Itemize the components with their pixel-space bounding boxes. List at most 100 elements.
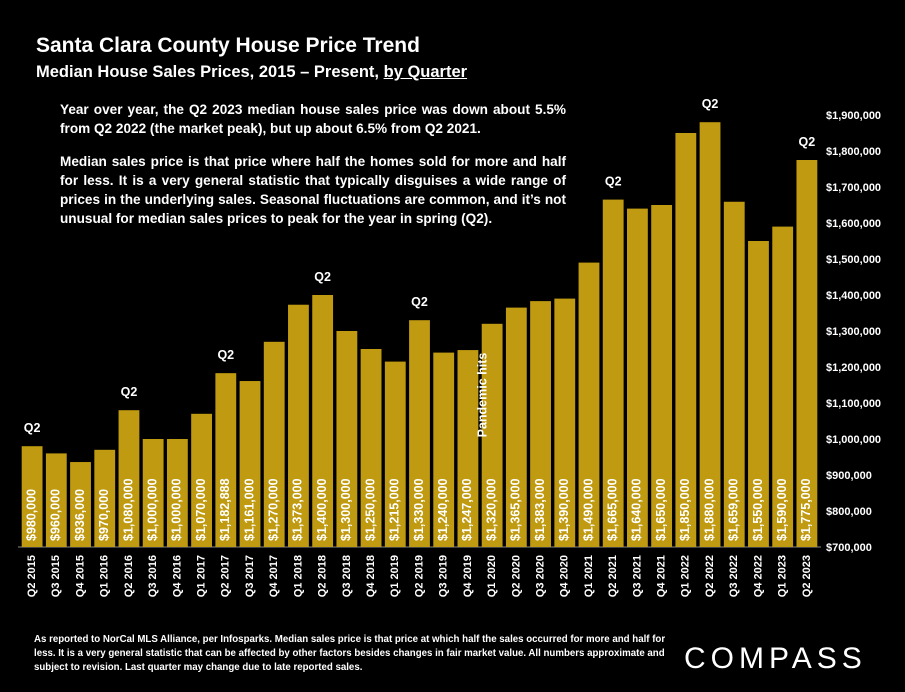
bar-value-label: $1,373,000 [291, 478, 305, 541]
subtitle-text: Median House Sales Prices, 2015 – Presen… [36, 63, 380, 81]
note-paragraph-2: Median sales price is that price where h… [60, 154, 566, 226]
x-tick-label: Q3 2020 [534, 555, 546, 597]
y-tick-label: $900,000 [826, 470, 872, 482]
bar-5 [142, 439, 164, 547]
x-tick-label: Q4 2019 [462, 555, 474, 597]
bar-value-label: $1,320,000 [484, 478, 498, 541]
bar-value-label: $960,000 [49, 489, 63, 541]
x-tick-label: Q4 2017 [268, 555, 280, 597]
bar-value-label: $980,000 [24, 489, 38, 541]
bar-value-label: $1,640,000 [630, 478, 644, 541]
x-tick-label: Q1 2016 [99, 555, 111, 597]
bar-value-label: $1,850,000 [678, 478, 692, 541]
bar-value-label: $1,330,000 [412, 478, 426, 541]
bar-4 [118, 410, 140, 547]
x-tick-label: Q1 2019 [389, 555, 401, 597]
x-tick-label: Q2 2016 [123, 555, 135, 597]
q2-marker: Q2 [314, 270, 331, 284]
x-tick-label: Q4 2015 [74, 555, 86, 597]
x-tick-label: Q1 2017 [195, 555, 207, 597]
bar-value-label: $1,000,000 [170, 478, 184, 541]
q2-marker: Q2 [24, 421, 41, 435]
y-tick-label: $1,400,000 [826, 290, 881, 302]
bar-27 [675, 133, 697, 547]
y-tick-label: $1,000,000 [826, 434, 881, 446]
y-tick-label: $1,300,000 [826, 326, 881, 338]
bar-13 [336, 331, 358, 547]
y-tick-label: $700,000 [826, 542, 872, 554]
y-tick-label: $1,900,000 [826, 110, 881, 122]
x-tick-label: Q2 2019 [413, 555, 425, 597]
bar-2 [70, 462, 91, 547]
bar-15 [384, 361, 406, 547]
q2-marker: Q2 [799, 135, 816, 149]
bar-value-label: $1,365,000 [509, 478, 523, 541]
subtitle-link[interactable]: by Quarter [383, 63, 468, 81]
bar-value-label: $1,400,000 [315, 478, 329, 541]
bar-29 [723, 201, 745, 547]
bar-value-label: $970,000 [97, 489, 111, 541]
bar-value-label: $1,080,000 [121, 478, 135, 541]
bar-value-label: $1,000,000 [145, 478, 159, 541]
bar-value-label: $1,270,000 [267, 478, 281, 541]
bar-9 [239, 381, 261, 547]
bar-value-label: $1,250,000 [363, 478, 377, 541]
q2-marker: Q2 [411, 295, 428, 309]
bar-value-label: $1,240,000 [436, 478, 450, 541]
x-tick-label: Q1 2021 [583, 555, 595, 597]
chart-subtitle: Median House Sales Prices, 2015 – Presen… [36, 63, 467, 82]
bar-18 [457, 350, 479, 547]
bar-21 [530, 301, 551, 547]
compass-logo: COMPASS [684, 642, 867, 675]
x-tick-label: Q1 2022 [680, 555, 692, 597]
y-tick-label: $1,800,000 [826, 146, 881, 158]
q2-marker: Q2 [121, 385, 138, 399]
bar-value-label: $1,880,000 [702, 478, 716, 541]
note-box: Year over year, the Q2 2023 median house… [50, 100, 570, 232]
x-tick-label: Q1 2020 [486, 555, 498, 597]
bar-12 [312, 295, 334, 547]
bar-17 [433, 352, 455, 547]
bar-23 [578, 262, 600, 547]
bar-32 [796, 160, 818, 547]
bar-16 [409, 320, 430, 547]
bar-6 [166, 439, 188, 547]
y-tick-label: $1,500,000 [826, 254, 881, 266]
bar-value-label: $1,215,000 [388, 478, 402, 541]
bar-value-label: $1,383,000 [533, 478, 547, 541]
x-tick-label: Q2 2022 [704, 555, 716, 597]
bar-7 [191, 413, 213, 547]
bar-30 [748, 241, 769, 547]
x-tick-label: Q2 2018 [317, 555, 329, 597]
y-tick-label: $1,100,000 [826, 398, 881, 410]
x-tick-label: Q4 2020 [559, 555, 571, 597]
footer-note: As reported to NorCal MLS Alliance, per … [34, 634, 666, 673]
bar-value-label: $1,247,000 [460, 478, 474, 541]
bar-10 [263, 341, 285, 547]
bar-3 [94, 449, 116, 547]
bar-value-label: $1,590,000 [775, 478, 789, 541]
x-tick-label: Q2 2015 [26, 555, 38, 597]
x-tick-label: Q3 2018 [341, 555, 353, 597]
pandemic-annotation: Pandemic hits [475, 353, 489, 438]
x-tick-label: Q1 2023 [777, 555, 789, 597]
bar-0 [21, 446, 43, 547]
bar-value-label: $1,182,888 [218, 478, 232, 541]
x-tick-label: Q4 2016 [171, 555, 183, 597]
bar-value-label: $1,490,000 [581, 478, 595, 541]
bar-value-label: $1,161,000 [242, 478, 256, 541]
bar-value-label: $1,390,000 [557, 478, 571, 541]
bar-value-label: $1,650,000 [654, 478, 668, 541]
bar-14 [360, 349, 382, 547]
x-tick-label: Q4 2018 [365, 555, 377, 597]
bar-28 [699, 122, 721, 547]
q2-marker: Q2 [702, 97, 719, 111]
bar-24 [602, 199, 624, 547]
bar-20 [505, 307, 527, 547]
q2-marker: Q2 [217, 348, 234, 362]
note-paragraph-1: Year over year, the Q2 2023 median house… [60, 102, 566, 136]
bar-value-label: $1,659,000 [727, 478, 741, 541]
bar-value-label: $1,775,000 [799, 478, 813, 541]
x-tick-label: Q3 2021 [631, 555, 643, 597]
